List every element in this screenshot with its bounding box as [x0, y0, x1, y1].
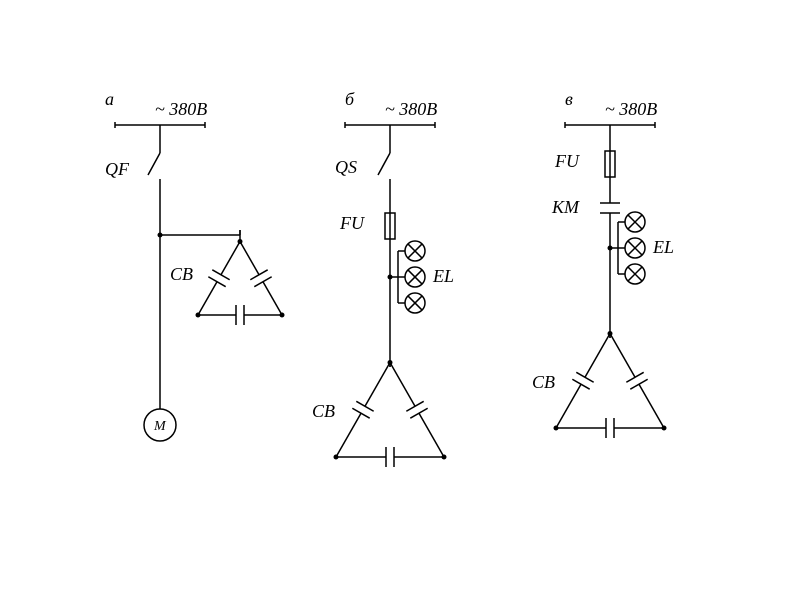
svg-text:~ 380В: ~ 380В	[155, 99, 207, 119]
svg-text:EL: EL	[432, 266, 454, 286]
svg-text:EL: EL	[652, 237, 674, 257]
svg-text:а: а	[105, 89, 114, 109]
svg-text:QS: QS	[335, 157, 357, 177]
circuit-a: а ~ 380В QF CB M	[105, 89, 285, 441]
svg-text:в: в	[565, 89, 573, 109]
svg-text:CB: CB	[532, 372, 555, 392]
svg-text:M: M	[153, 419, 167, 434]
svg-text:~ 380В: ~ 380В	[605, 99, 657, 119]
svg-text:FU: FU	[339, 213, 365, 233]
svg-text:CB: CB	[312, 401, 335, 421]
circuit-b: б ~ 380В QS FU EL CB	[312, 89, 454, 467]
svg-text:~ 380В: ~ 380В	[385, 99, 437, 119]
svg-text:KM: KM	[551, 197, 580, 217]
svg-text:б: б	[345, 89, 355, 109]
svg-text:CB: CB	[170, 264, 193, 284]
circuit-c: в ~ 380В FU KM EL CB	[532, 89, 674, 438]
svg-text:QF: QF	[105, 159, 130, 179]
svg-text:FU: FU	[554, 151, 580, 171]
